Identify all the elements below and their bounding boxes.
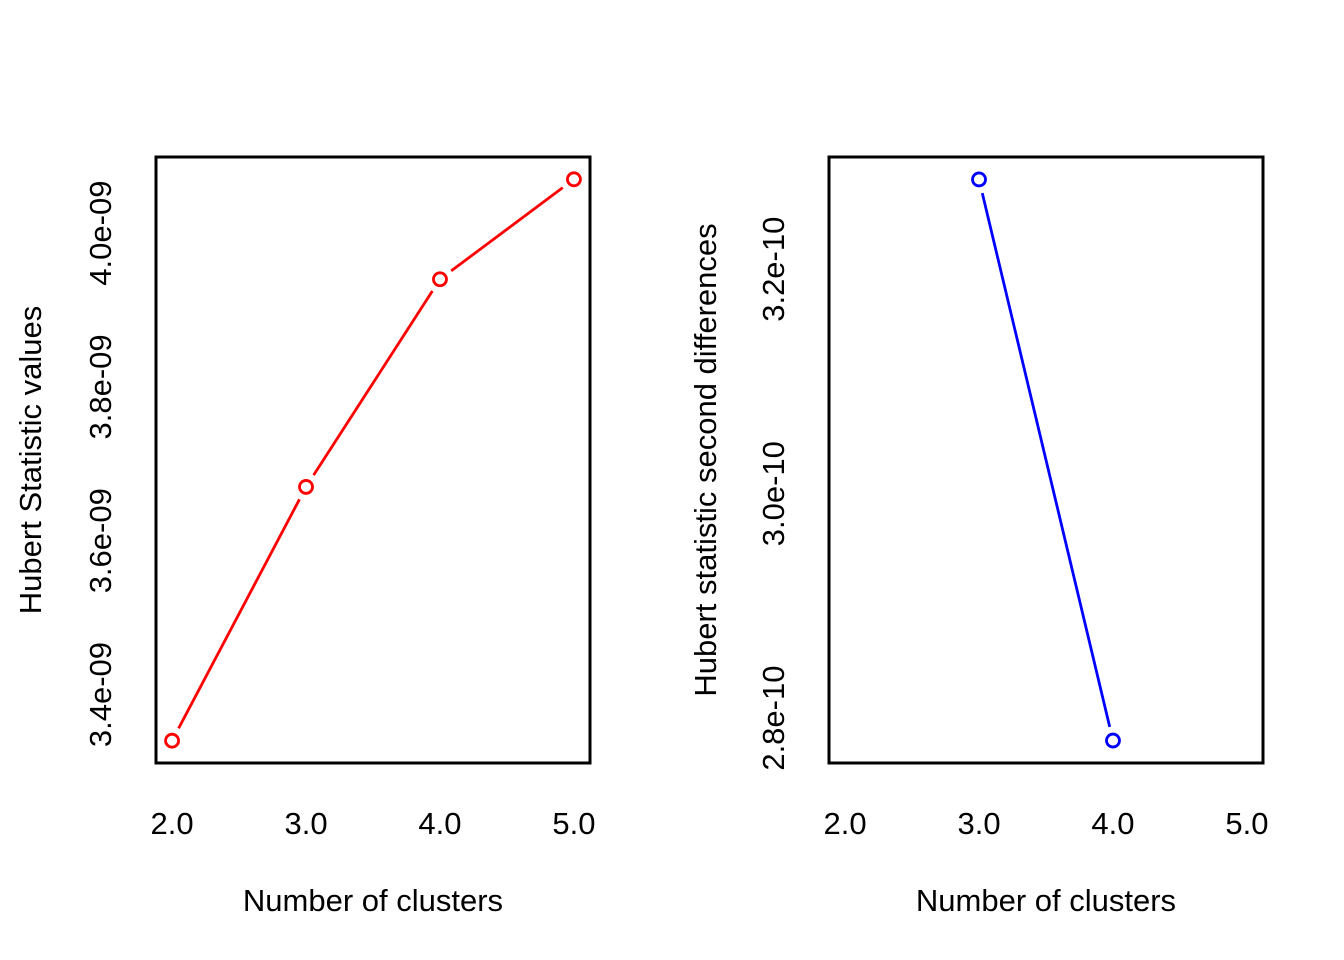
x-tick-label: 4.0 [1091,806,1134,841]
x-tick-label: 3.0 [284,806,327,841]
x-axis-label: Number of clusters [243,883,503,918]
x-axis-label: Number of clusters [916,883,1176,918]
plot-box [827,155,1265,765]
x-tick-label: 3.0 [957,806,1000,841]
plot-box [154,155,592,765]
data-point-marker [432,271,448,288]
data-point-marker [298,479,314,495]
y-tick-label: 2.8e-10 [756,666,791,771]
hubert-values-plot: 2.0 3.0 4.0 5.0 3.4e-09 3.6e-09 3.8e-09 4.0e-09… [13,155,595,918]
data-point-marker [164,732,180,749]
y-tick-label: 3.4e-09 [83,642,118,747]
x-tick-label: 5.0 [552,806,595,841]
data-point-marker [566,171,582,188]
series-line-segment [177,498,301,729]
hubert-values-plot-content: 2.0 3.0 4.0 5.0 3.4e-09 3.6e-09 3.8e-09 4.0e-09 [83,155,595,841]
x-tick-label: 2.0 [824,806,867,841]
data-point-marker [1105,732,1121,749]
hubert-second-differences-plot: 2.0 3.0 4.0 5.0 2.8e-10 3.0e-10 3.2e-10 Number… [688,155,1268,918]
y-tick-label: 4.0e-09 [83,181,118,286]
data-point-marker [971,171,987,188]
hubert-second-differences-plot-content: 2.0 3.0 4.0 5.0 2.8e-10 3.0e-10 3.2e-10 [756,155,1268,841]
series-line-segment [980,192,1112,728]
x-tick-label: 2.0 [151,806,194,841]
y-tick-label: 3.6e-09 [83,488,118,593]
y-axis-label: Hubert statistic second differences [688,223,723,696]
x-tick-label: 5.0 [1225,806,1268,841]
y-axis-label: Hubert Statistic values [13,306,48,614]
y-tick-label: 3.2e-10 [756,217,791,322]
x-tick-label: 4.0 [418,806,461,841]
series-line-segment [450,186,564,273]
y-tick-label: 3.8e-09 [83,334,118,439]
series-line-segment [312,290,434,476]
y-tick-label: 3.0e-10 [756,441,791,546]
